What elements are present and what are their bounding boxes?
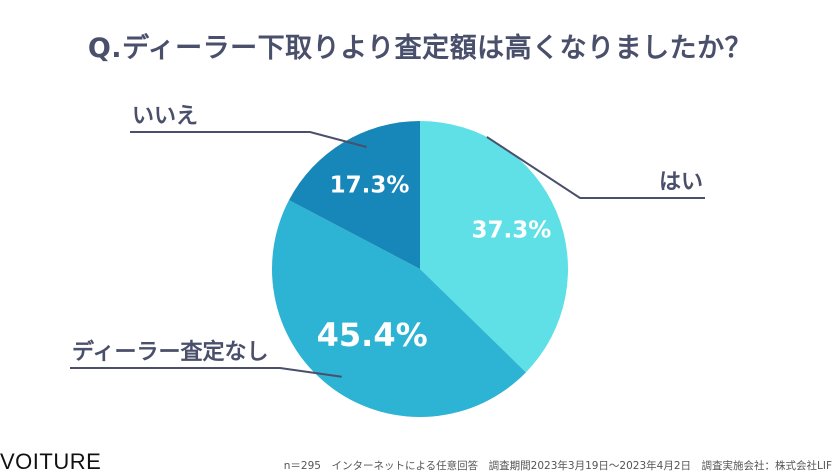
category-label-2: ディーラー査定なし	[72, 339, 268, 365]
pie-value-label-1: 37.3%	[471, 217, 551, 243]
pie-slice-3	[288, 121, 420, 269]
brand-logo-text: VOITURE	[0, 449, 102, 474]
pie-value-label-2: 45.4%	[317, 316, 428, 354]
survey-footnote: n＝295 インターネットによる任意回答 調査期間2023年3月19日〜2023…	[283, 460, 832, 472]
category-label-3: いいえ	[132, 104, 198, 129]
callout-line-3	[130, 131, 367, 148]
category-label-1: はい	[659, 170, 703, 195]
pie-slice-2	[272, 200, 526, 418]
chart-title: Q.ディーラー下取りより査定額は高くなりましたか？	[87, 33, 753, 64]
callout-line-2	[70, 367, 342, 378]
callout-line-1	[486, 136, 705, 199]
pie-slice-1	[420, 121, 569, 373]
pie-value-label-3: 17.3%	[330, 172, 410, 198]
